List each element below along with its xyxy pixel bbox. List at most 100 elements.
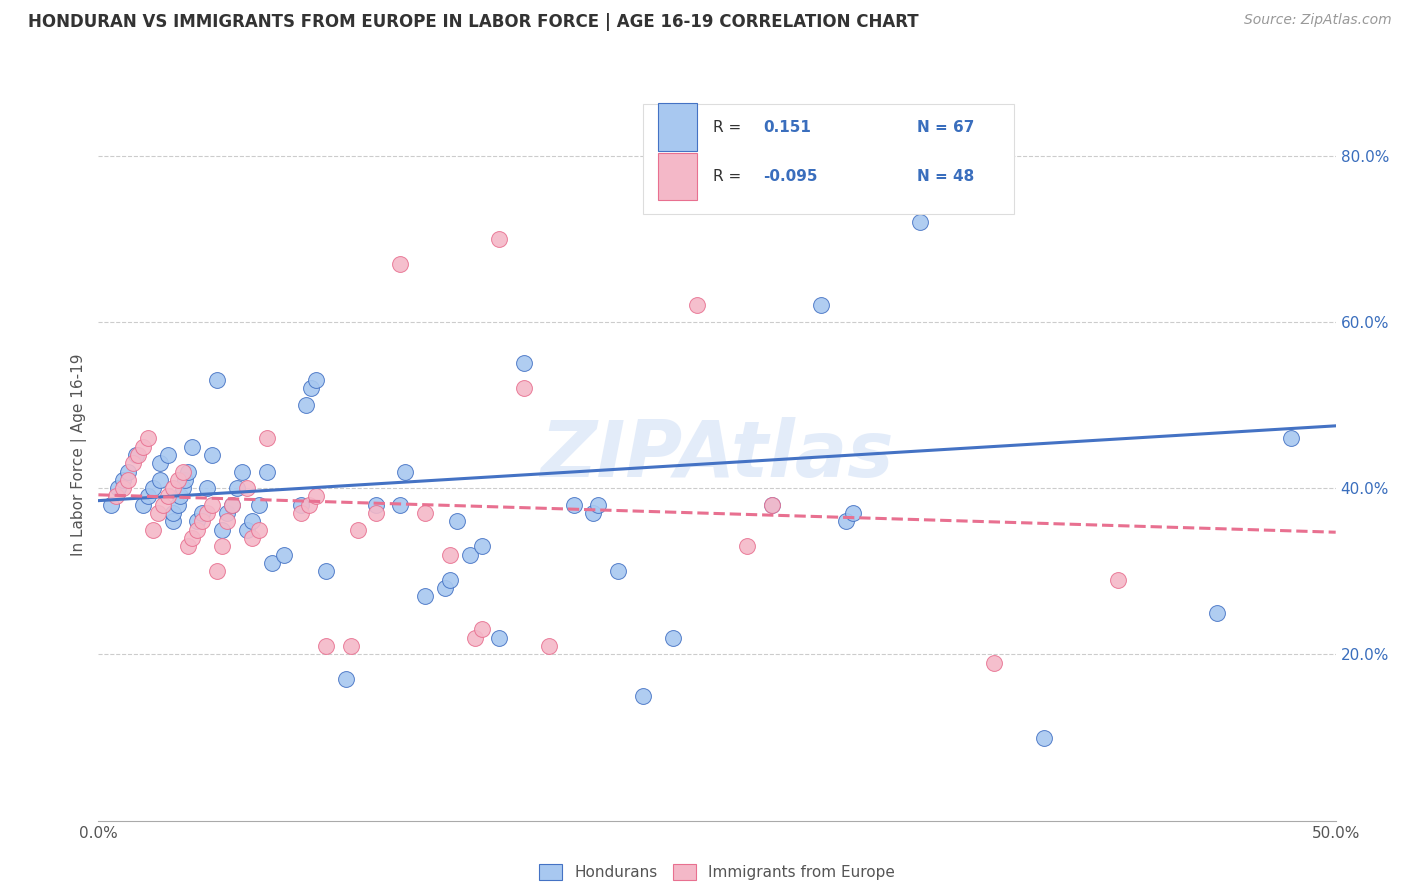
Point [149, 473, 172, 487]
Point [413, 589, 436, 603]
Point [295, 398, 318, 412]
Point [761, 498, 783, 512]
Point [146, 506, 169, 520]
Point [205, 373, 228, 387]
Point [908, 215, 931, 229]
Point [191, 506, 214, 520]
Point [124, 448, 146, 462]
Point [842, 506, 865, 520]
Point [631, 689, 654, 703]
Point [136, 490, 159, 504]
Point [298, 498, 321, 512]
Point [607, 564, 630, 578]
Point [231, 465, 253, 479]
Point [471, 539, 494, 553]
Point [195, 506, 218, 520]
Point [513, 356, 536, 370]
Point [290, 506, 312, 520]
Point [162, 481, 184, 495]
Point [221, 498, 243, 512]
Point [217, 515, 239, 529]
Point [186, 523, 208, 537]
Point [513, 381, 536, 395]
Point [112, 473, 135, 487]
Point [186, 515, 208, 529]
Point [305, 490, 328, 504]
Point [211, 539, 233, 553]
Point [176, 465, 198, 479]
Point [240, 515, 263, 529]
Point [169, 490, 191, 504]
Text: -0.095: -0.095 [763, 169, 817, 184]
Point [142, 523, 165, 537]
Point [661, 631, 683, 645]
Point [1032, 731, 1054, 745]
Point [127, 448, 149, 462]
Bar [658, 103, 697, 151]
Point [156, 490, 179, 504]
Point [389, 498, 412, 512]
Y-axis label: In Labor Force | Age 16-19: In Labor Force | Age 16-19 [72, 353, 87, 557]
Point [983, 656, 1005, 670]
Point [1206, 606, 1229, 620]
Point [247, 523, 270, 537]
Point [172, 481, 194, 495]
Point [226, 481, 249, 495]
Point [132, 498, 155, 512]
Point [464, 631, 486, 645]
Point [117, 473, 139, 487]
Point [588, 498, 610, 512]
Point [1107, 573, 1129, 587]
Text: Source: ZipAtlas.com: Source: ZipAtlas.com [1244, 13, 1392, 28]
Point [191, 515, 214, 529]
Point [471, 623, 494, 637]
Point [315, 564, 337, 578]
Point [562, 498, 585, 512]
Point [247, 498, 270, 512]
Point [305, 373, 328, 387]
Point [537, 639, 560, 653]
Point [1279, 431, 1302, 445]
Point [458, 548, 481, 562]
Text: ZIPAtlas: ZIPAtlas [540, 417, 894, 493]
Point [136, 431, 159, 445]
Point [107, 481, 129, 495]
Point [364, 506, 387, 520]
Point [835, 515, 858, 529]
Point [686, 298, 709, 312]
Point [117, 465, 139, 479]
Point [315, 639, 337, 653]
Point [240, 531, 263, 545]
Point [446, 515, 468, 529]
Point [149, 456, 172, 470]
Point [364, 498, 387, 512]
Point [217, 506, 239, 520]
Point [439, 573, 461, 587]
Point [884, 190, 907, 204]
Point [335, 673, 357, 687]
Point [195, 481, 218, 495]
Point [104, 490, 127, 504]
Point [488, 232, 510, 246]
Point [761, 498, 783, 512]
Text: N = 67: N = 67 [918, 120, 974, 135]
Point [181, 440, 204, 454]
Point [256, 465, 278, 479]
Point [394, 465, 416, 479]
Text: 0.151: 0.151 [763, 120, 811, 135]
Point [236, 481, 259, 495]
Point [413, 506, 436, 520]
Point [166, 473, 188, 487]
Point [201, 448, 224, 462]
Point [166, 498, 188, 512]
Point [299, 381, 322, 395]
Point [211, 523, 233, 537]
FancyBboxPatch shape [643, 103, 1014, 213]
Point [488, 631, 510, 645]
Point [389, 257, 412, 271]
Point [152, 498, 174, 512]
Point [735, 539, 758, 553]
Point [132, 440, 155, 454]
Point [433, 581, 456, 595]
Point [156, 448, 179, 462]
